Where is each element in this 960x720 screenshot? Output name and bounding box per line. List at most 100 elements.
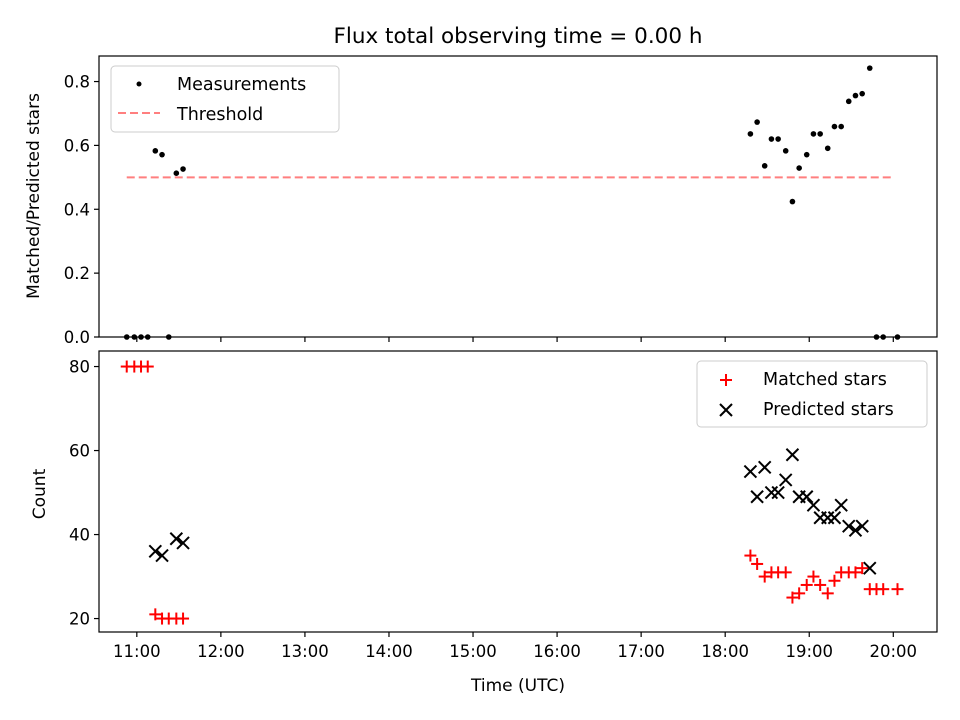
predicted-star-point bbox=[757, 460, 772, 475]
matched-star-point bbox=[814, 578, 827, 591]
matched-star-point bbox=[744, 549, 757, 562]
predicted-star-point bbox=[785, 448, 800, 462]
measurement-point bbox=[838, 123, 844, 130]
predicted-star-point bbox=[155, 548, 169, 563]
legend-measurements-marker bbox=[136, 81, 142, 87]
measurement-point bbox=[845, 98, 852, 105]
matched-star-point bbox=[891, 583, 904, 596]
x-tick-label: 20:00 bbox=[870, 642, 918, 661]
matched-star-point bbox=[800, 578, 813, 591]
predicted-star-point bbox=[827, 511, 842, 525]
matched-star-point bbox=[751, 557, 764, 570]
measurement-point bbox=[831, 123, 838, 130]
predicted-star-point bbox=[848, 523, 863, 538]
matched-star-point bbox=[758, 570, 771, 583]
top-legend: Measurements Threshold bbox=[110, 65, 340, 133]
measurement-point bbox=[859, 90, 865, 97]
measurement-point bbox=[747, 131, 754, 137]
predicted-star-point bbox=[771, 485, 785, 500]
predicted-star-point bbox=[806, 498, 821, 512]
predicted-star-point bbox=[834, 498, 848, 512]
bottom-y-ticks: 20 40 60 80 bbox=[69, 358, 99, 629]
bottom-y-tick-label: 80 bbox=[69, 358, 90, 377]
predicted-star-point bbox=[148, 544, 163, 559]
x-tick-label: 12:00 bbox=[197, 642, 245, 661]
measurement-point bbox=[754, 119, 760, 125]
matched-star-point bbox=[856, 562, 869, 575]
matched-star-point bbox=[793, 587, 806, 600]
top-x-ticks bbox=[136, 337, 894, 342]
x-tick-label: 17:00 bbox=[617, 642, 665, 661]
measurement-point bbox=[817, 131, 823, 137]
top-axes-frame bbox=[98, 55, 938, 338]
matched-star-point bbox=[828, 574, 841, 587]
measurement-point bbox=[866, 65, 873, 71]
x-tick-label: 16:00 bbox=[533, 642, 581, 661]
bottom-y-tick-label: 40 bbox=[69, 526, 90, 545]
legend-predicted-marker bbox=[719, 403, 733, 417]
matched-star-point bbox=[779, 566, 792, 579]
predicted-star-point bbox=[750, 490, 764, 504]
bottom-y-tick-label: 60 bbox=[69, 442, 90, 461]
measurement-point bbox=[152, 148, 159, 154]
top-y-tick-label: 0.6 bbox=[64, 136, 90, 155]
legend-matched-label: Matched stars bbox=[763, 370, 887, 390]
legend-threshold-label: Threshold bbox=[176, 105, 263, 125]
predicted-star-point bbox=[743, 464, 758, 479]
top-y-tick-label: 0.2 bbox=[64, 264, 90, 283]
predicted-star-point bbox=[176, 536, 190, 550]
top-plot-marks bbox=[123, 65, 901, 340]
matched-star-point bbox=[807, 570, 820, 583]
measurement-point bbox=[824, 145, 831, 152]
legend-matched-marker bbox=[720, 374, 732, 386]
matched-star-point bbox=[786, 591, 799, 604]
measurement-point bbox=[768, 136, 775, 142]
matched-star-point bbox=[149, 608, 162, 621]
predicted-star-point bbox=[800, 490, 814, 504]
measurement-point bbox=[761, 163, 768, 169]
matched-star-point bbox=[877, 583, 890, 596]
x-tick-label: 19:00 bbox=[785, 642, 833, 661]
x-tick-label: 14:00 bbox=[365, 642, 413, 661]
bottom-axes-frame bbox=[98, 350, 938, 633]
legend-measurements-label: Measurements bbox=[177, 75, 306, 95]
top-y-ticks: 0.0 0.2 0.4 0.6 0.8 bbox=[64, 73, 99, 347]
bottom-legend-box bbox=[696, 360, 928, 428]
measurement-point bbox=[803, 151, 810, 158]
matched-star-point bbox=[849, 566, 862, 579]
measurement-point bbox=[852, 92, 859, 99]
bottom-y-tick-label: 20 bbox=[69, 610, 90, 629]
top-y-axis-label: Matched/Predicted stars bbox=[24, 93, 44, 299]
chart-title: Flux total observing time = 0.00 h bbox=[334, 24, 703, 49]
measurement-point bbox=[810, 131, 817, 137]
measurement-point bbox=[173, 170, 180, 176]
top-y-tick-label: 0.8 bbox=[64, 73, 90, 92]
legend-predicted-label: Predicted stars bbox=[763, 400, 894, 420]
predicted-star-point bbox=[169, 532, 184, 546]
measurement-point bbox=[796, 165, 802, 171]
top-panel: Flux total observing time = 0.00 h Match… bbox=[24, 24, 938, 347]
bottom-y-axis-label: Count bbox=[30, 468, 50, 519]
x-tick-label: 13:00 bbox=[281, 642, 329, 661]
bottom-legend: Matched stars Predicted stars bbox=[696, 360, 928, 428]
matched-star-point bbox=[177, 612, 190, 625]
predicted-star-point bbox=[863, 561, 877, 575]
measurement-point bbox=[789, 198, 796, 205]
x-tick-label: 15:00 bbox=[449, 642, 497, 661]
bottom-plot-marks bbox=[120, 360, 904, 625]
measurement-point bbox=[159, 151, 165, 158]
matched-star-point bbox=[141, 360, 154, 373]
measurement-point bbox=[775, 136, 781, 142]
x-axis-label: Time (UTC) bbox=[470, 676, 565, 696]
matched-star-point bbox=[821, 587, 834, 600]
top-y-tick-label: 0.4 bbox=[64, 200, 90, 219]
top-legend-box bbox=[110, 65, 340, 133]
measurement-point bbox=[180, 166, 186, 172]
predicted-star-point bbox=[855, 519, 869, 533]
predicted-star-point bbox=[778, 473, 793, 487]
bottom-panel: Count Time (UTC) 20 40 60 80 11:00 12:00 13:0… bbox=[30, 350, 938, 696]
measurement-point bbox=[782, 148, 789, 154]
x-tick-label: 18:00 bbox=[701, 642, 749, 661]
top-y-tick-label: 0.0 bbox=[64, 328, 90, 347]
